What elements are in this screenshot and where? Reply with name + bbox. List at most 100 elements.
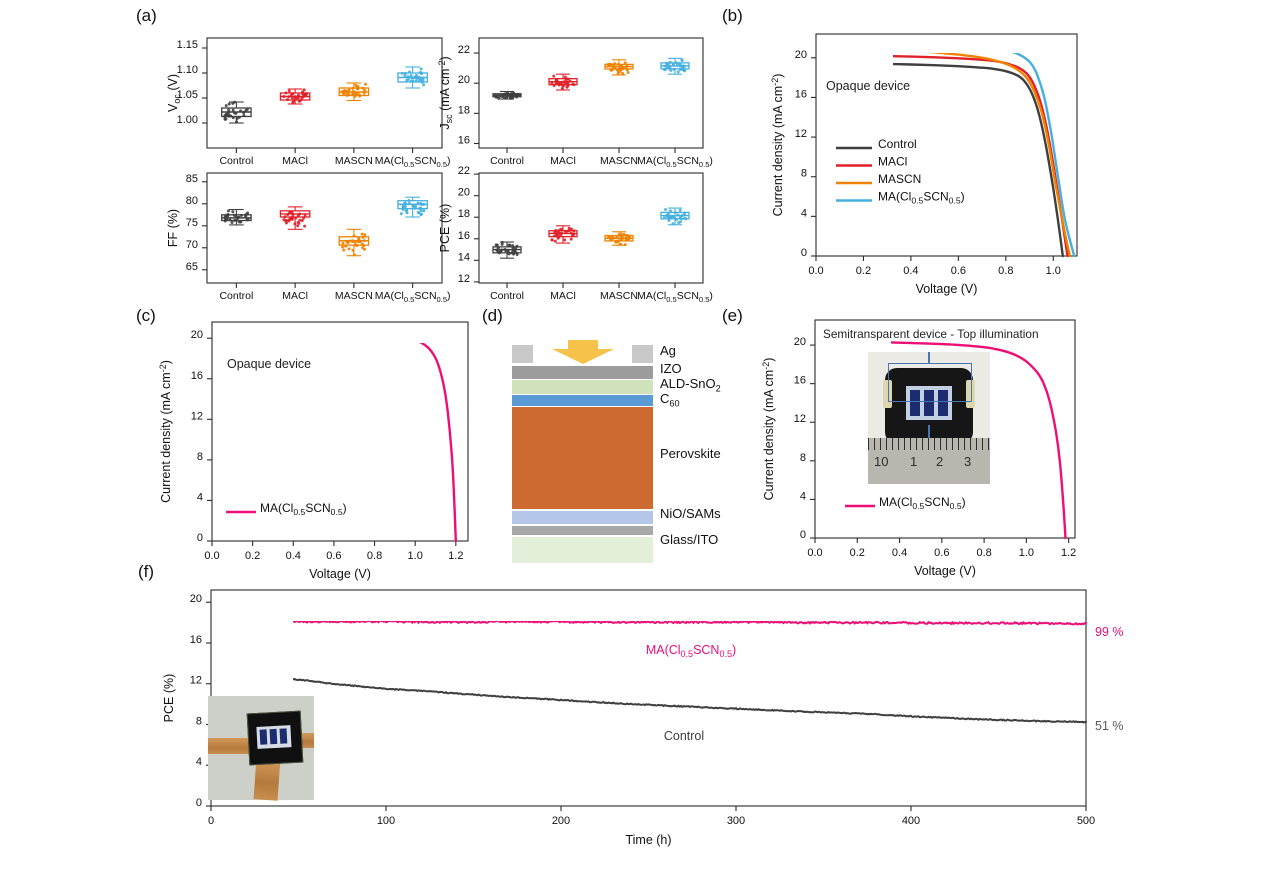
svg-text:14: 14 <box>458 251 470 263</box>
device-active-plate <box>256 725 292 749</box>
svg-text:12: 12 <box>190 675 202 687</box>
device-contact-left <box>883 380 892 408</box>
svg-text:Voltage (V): Voltage (V) <box>916 282 978 296</box>
svg-text:MACl: MACl <box>550 290 576 302</box>
svg-text:0: 0 <box>196 797 202 809</box>
svg-text:0.2: 0.2 <box>856 265 871 277</box>
ruler-mark: 10 <box>874 454 889 469</box>
svg-text:4: 4 <box>196 756 202 768</box>
svg-text:0.8: 0.8 <box>998 265 1013 277</box>
device-contact-right <box>966 380 975 408</box>
layer-strip <box>512 526 653 535</box>
svg-text:1.00: 1.00 <box>177 114 198 126</box>
layer-label: Glass/ITO <box>660 532 719 547</box>
svg-text:18: 18 <box>458 104 470 116</box>
layer-IZO <box>512 366 653 379</box>
svg-text:MACl: MACl <box>878 155 907 169</box>
svg-text:16: 16 <box>795 88 807 100</box>
svg-text:0.0: 0.0 <box>807 547 822 559</box>
svg-text:200: 200 <box>552 815 570 827</box>
svg-text:Voc (V): Voc (V) <box>166 74 182 112</box>
svg-text:Current density (mA cm-2): Current density (mA cm-2) <box>158 360 173 503</box>
voc-boxplot: 1.00 1.05 1.10 1.15 Voc (V) Control MACl MASCN M… <box>166 37 451 169</box>
svg-text:65: 65 <box>186 261 198 273</box>
svg-text:0.4: 0.4 <box>892 547 907 559</box>
svg-text:Jsc (mA cm-2): Jsc (mA cm-2) <box>437 56 454 129</box>
svg-text:PCE (%): PCE (%) <box>162 674 176 723</box>
svg-text:12: 12 <box>458 273 470 285</box>
svg-text:0.6: 0.6 <box>934 547 949 559</box>
layer-label: ALD-SnO2 <box>660 376 721 394</box>
cell-bar <box>924 390 934 416</box>
svg-text:8: 8 <box>801 168 807 180</box>
svg-text:1.05: 1.05 <box>177 89 198 101</box>
svg-text:Control: Control <box>664 729 704 743</box>
svg-text:MA(Cl0.5SCN0.5): MA(Cl0.5SCN0.5) <box>879 495 966 511</box>
svg-text:MACl: MACl <box>282 155 308 167</box>
svg-text:Control: Control <box>878 137 917 151</box>
svg-text:20: 20 <box>458 187 470 199</box>
svg-text:16: 16 <box>458 134 470 146</box>
svg-text:22: 22 <box>458 44 470 56</box>
layer-C_[60] <box>512 395 653 406</box>
panel-b-label: (b) <box>722 6 743 25</box>
ruler-mark: 3 <box>964 454 972 469</box>
svg-text:16: 16 <box>190 634 202 646</box>
layer-label: NiO/SAMs <box>660 506 721 521</box>
svg-text:Opaque device: Opaque device <box>227 357 311 371</box>
svg-text:1.0: 1.0 <box>1019 547 1034 559</box>
svg-text:Voltage (V): Voltage (V) <box>914 564 976 578</box>
ruler-mark: 2 <box>936 454 944 469</box>
svg-text:PCE (%): PCE (%) <box>438 204 452 253</box>
cell-bar <box>279 728 288 744</box>
device-body <box>246 710 304 766</box>
svg-text:0.8: 0.8 <box>976 547 991 559</box>
svg-text:MASCN: MASCN <box>878 172 921 186</box>
svg-text:0: 0 <box>208 815 214 827</box>
svg-text:0: 0 <box>197 532 203 544</box>
svg-text:0: 0 <box>801 247 807 259</box>
svg-text:MA(Cl0.5SCN0.5): MA(Cl0.5SCN0.5) <box>375 290 451 304</box>
svg-text:Control: Control <box>490 155 524 167</box>
svg-text:MACl: MACl <box>282 290 308 302</box>
svg-text:18: 18 <box>458 208 470 220</box>
cell-bar <box>910 390 920 416</box>
jsc-boxplot: 16 18 20 22 Jsc (mA cm-2) Control MACl MASCN MA(… <box>437 37 713 169</box>
svg-text:80: 80 <box>186 195 198 207</box>
svg-text:51 %: 51 % <box>1095 719 1124 733</box>
svg-text:0.4: 0.4 <box>903 265 918 277</box>
svg-text:20: 20 <box>795 49 807 61</box>
layer-Perovskite <box>512 407 653 509</box>
svg-text:Current density (mA cm-2): Current density (mA cm-2) <box>761 358 776 501</box>
svg-text:8: 8 <box>197 451 203 463</box>
cell-bar <box>938 390 948 416</box>
svg-text:1.10: 1.10 <box>177 64 198 76</box>
svg-text:0.4: 0.4 <box>286 550 301 562</box>
svg-text:MA(Cl0.5SCN0.5): MA(Cl0.5SCN0.5) <box>637 290 713 304</box>
svg-text:12: 12 <box>191 410 203 422</box>
svg-text:20: 20 <box>794 336 806 348</box>
layer-label: Ag <box>660 343 676 358</box>
jv-curve-champion-opaque-chart: 0 4 8 12 16 20 0.0 0.2 0.4 0.6 0.8 1.0 1.2 Current de… <box>158 321 469 581</box>
svg-text:16: 16 <box>458 230 470 242</box>
svg-text:0.8: 0.8 <box>367 550 382 562</box>
svg-text:12: 12 <box>795 128 807 140</box>
svg-text:0.0: 0.0 <box>808 265 823 277</box>
svg-text:20: 20 <box>458 74 470 86</box>
semitransparent-device-photo: 10 1 2 3 <box>868 352 990 484</box>
svg-text:0: 0 <box>800 529 806 541</box>
svg-text:MACl: MACl <box>550 155 576 167</box>
control-device-photo <box>208 696 314 801</box>
svg-text:MASCN: MASCN <box>600 155 638 167</box>
layer-ALD-SnO_[2] <box>512 380 653 394</box>
svg-text:4: 4 <box>801 207 807 219</box>
svg-text:Control: Control <box>490 290 524 302</box>
svg-text:0.6: 0.6 <box>326 550 341 562</box>
panel-a-label: (a) <box>136 6 157 25</box>
svg-text:20: 20 <box>190 593 202 605</box>
copper-tape-left <box>208 738 256 754</box>
svg-text:85: 85 <box>186 173 198 185</box>
svg-text:8: 8 <box>800 452 806 464</box>
svg-text:Current density (mA cm-2): Current density (mA cm-2) <box>770 74 785 217</box>
